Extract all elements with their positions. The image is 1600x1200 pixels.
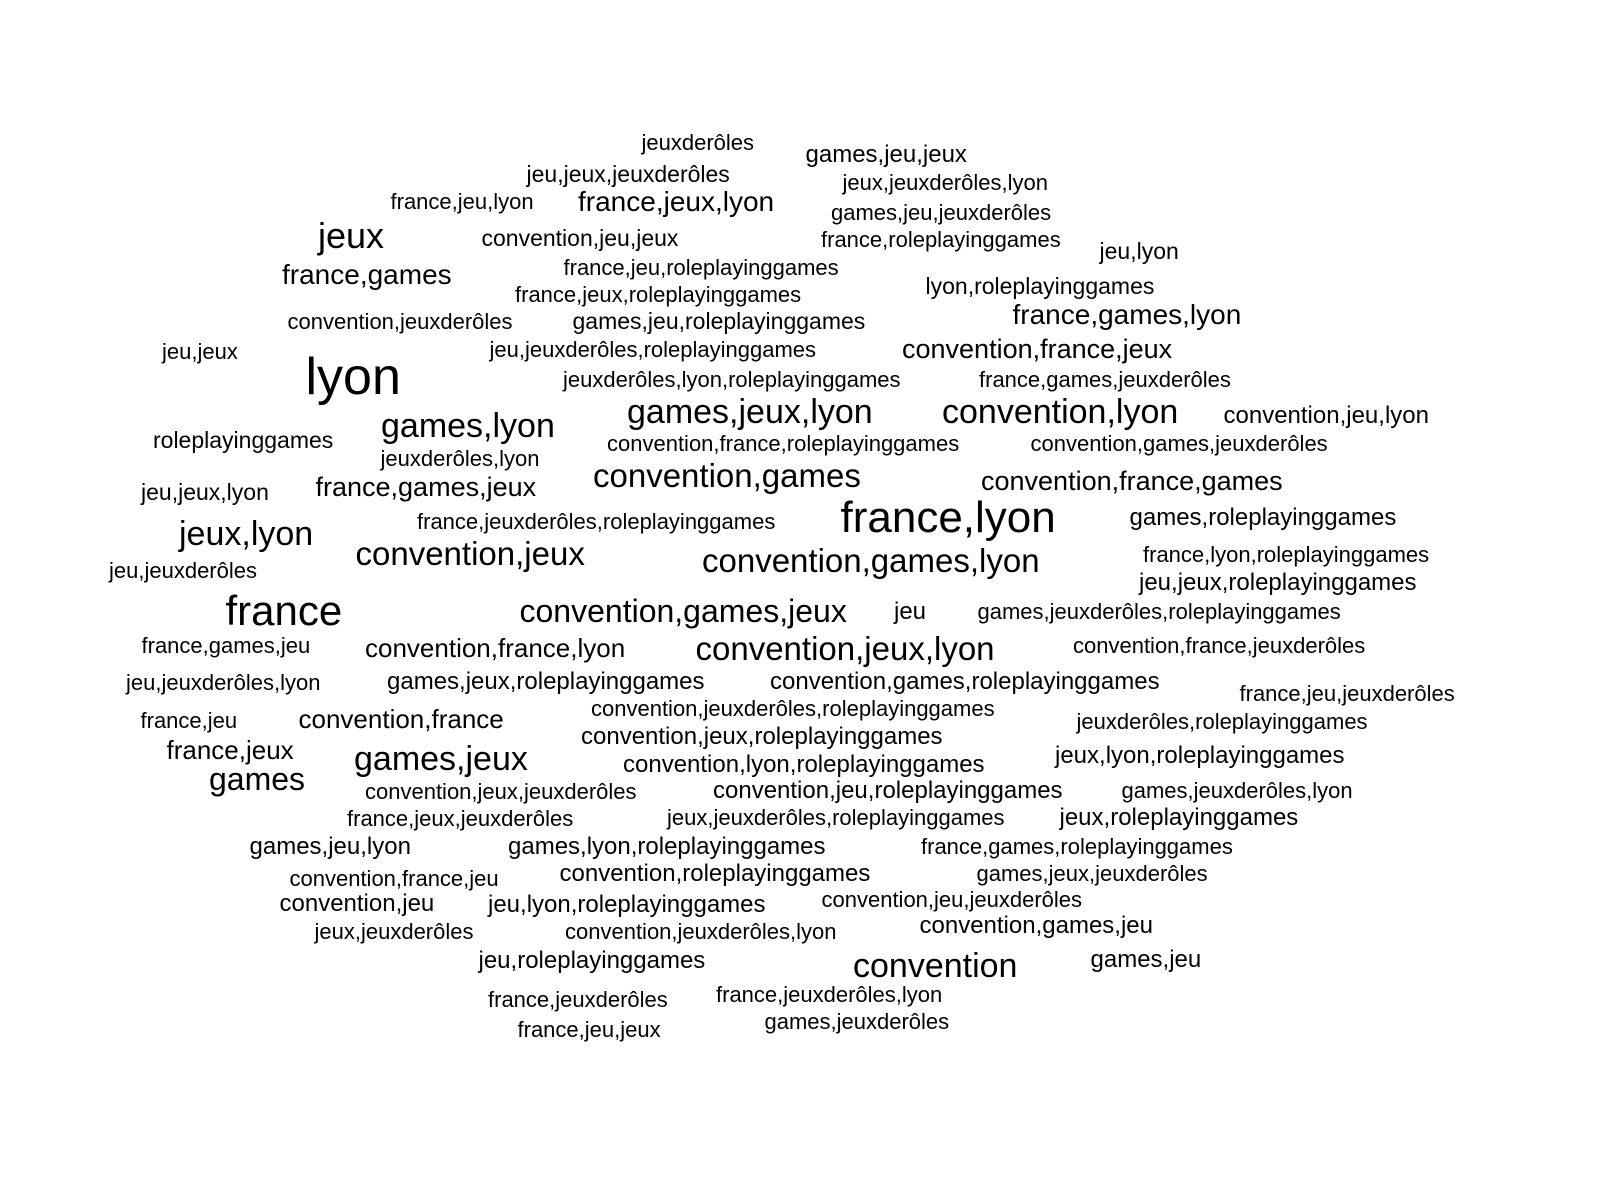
word-cloud-term: jeu,jeuxderôles,roleplayinggames [489, 337, 817, 362]
word-cloud-term: convention,jeuxderôles,lyon [565, 919, 837, 944]
word-cloud-term: jeu,jeuxderôles [109, 558, 257, 583]
word-cloud-term: convention,games,lyon [702, 541, 1040, 579]
word-cloud-term: france,jeuxderôles,lyon [716, 982, 943, 1007]
word-cloud-term: france,jeu,jeux [517, 1017, 661, 1042]
word-cloud-term: games,jeu,jeuxderôles [831, 200, 1052, 225]
word-cloud-term: convention,jeux,roleplayinggames [581, 723, 943, 750]
word-cloud-term: jeu,jeux,jeuxderôles [526, 160, 730, 187]
word-cloud-term: convention,jeux,jeuxderôles [365, 779, 637, 804]
word-cloud-term: jeux,lyon,roleplayinggames [1055, 742, 1345, 769]
word-cloud-term: games,lyon,roleplayinggames [508, 833, 826, 860]
word-cloud-term: jeuxderôles,lyon [380, 446, 540, 471]
word-cloud-term: france,roleplayinggames [821, 227, 1061, 252]
word-cloud-term: games,roleplayinggames [1129, 504, 1397, 531]
word-cloud-term: jeu,jeuxderôles,lyon [126, 670, 321, 695]
word-cloud-term: games,jeux,roleplayinggames [387, 668, 705, 695]
word-cloud-term: lyon,roleplayinggames [925, 272, 1155, 299]
word-cloud-term: convention,jeu [279, 890, 435, 917]
word-cloud-term: convention,france,lyon [365, 633, 626, 663]
word-cloud-term: games,jeux,lyon [627, 393, 873, 431]
word-cloud-term: convention,france,roleplayinggames [607, 431, 960, 456]
word-cloud-term: convention,lyon,roleplayinggames [623, 751, 985, 778]
word-cloud-term: jeux,jeuxderôles,lyon [842, 170, 1048, 195]
word-cloud-term: france,games,lyon [1012, 299, 1242, 330]
word-cloud-term: convention,jeu,jeuxderôles [821, 887, 1083, 912]
word-cloud-term: convention,jeu,roleplayinggames [713, 777, 1063, 804]
word-cloud-term: france [225, 587, 343, 634]
word-cloud-term: games,lyon [381, 407, 555, 445]
word-cloud-term: games [209, 761, 306, 797]
word-cloud-term: convention,jeuxderôles,roleplayinggames [591, 696, 995, 721]
word-cloud-term: france,games [282, 259, 452, 290]
word-cloud-term: jeux,roleplayinggames [1059, 804, 1299, 831]
word-cloud-term: convention,jeu,lyon [1223, 402, 1429, 429]
word-cloud-term: convention,games [593, 456, 861, 494]
word-cloud-term: convention,games,jeu [919, 912, 1153, 939]
word-cloud-term: france,lyon,roleplayinggames [1143, 542, 1430, 567]
word-cloud-term: games,jeux [354, 740, 528, 778]
word-cloud-term: jeuxderôles,roleplayinggames [1076, 709, 1368, 734]
word-cloud-term: convention,games,jeux [519, 593, 847, 629]
word-cloud-term: convention,jeux,lyon [695, 629, 995, 667]
word-cloud-term: jeu,roleplayinggames [478, 947, 706, 974]
word-cloud-term: france,jeu,jeuxderôles [1239, 681, 1455, 706]
word-cloud-term: jeu,jeux,lyon [141, 478, 269, 505]
word-cloud-term: france,jeu,roleplayinggames [563, 255, 839, 280]
word-cloud-term: france,jeux [166, 735, 294, 765]
word-cloud-term: convention,jeu,jeux [481, 224, 679, 251]
word-cloud-term: jeux,lyon [179, 515, 314, 553]
word-cloud-term: jeu [894, 598, 927, 625]
word-cloud-term: jeu,lyon,roleplayinggames [488, 891, 766, 918]
word-cloud-term: france,jeux,jeuxderôles [347, 806, 574, 831]
word-cloud-term: jeu,jeux,roleplayinggames [1139, 569, 1417, 596]
word-cloud-term: lyon [305, 348, 401, 406]
word-cloud-term: convention,jeux [355, 534, 585, 572]
word-cloud-term: france,jeu [140, 708, 238, 733]
word-cloud-term: france,jeuxderôles [488, 987, 668, 1012]
word-cloud-term: games,jeuxderôles,roleplayinggames [977, 599, 1341, 624]
word-cloud-term: france,games,jeuxderôles [979, 367, 1231, 392]
word-cloud-term: france,games,jeux [315, 471, 537, 502]
word-cloud-term: convention,roleplayinggames [559, 860, 871, 887]
word-cloud-term: jeuxderôles,lyon,roleplayinggames [563, 367, 901, 392]
word-cloud-term: france,lyon [840, 493, 1056, 542]
word-cloud-term: jeux [318, 215, 385, 256]
word-cloud-term: games,jeuxderôles,lyon [1121, 778, 1353, 803]
word-cloud-term: france,jeu,lyon [390, 189, 534, 214]
word-cloud-term: jeu,lyon [1099, 237, 1179, 264]
word-cloud-term: france,games,jeu [141, 633, 311, 658]
word-cloud-term: roleplayinggames [153, 426, 334, 453]
word-cloud-term: convention,france,jeu [289, 866, 499, 891]
word-cloud-term: jeu,jeux [162, 339, 238, 364]
word-cloud-term: games,jeu,lyon [249, 833, 411, 860]
word-cloud-term: convention,lyon [942, 393, 1179, 431]
word-cloud-term: france,jeuxderôles,roleplayinggames [417, 509, 776, 534]
word-cloud-term: convention,france,games [981, 465, 1283, 496]
word-cloud-term: france,jeux,roleplayinggames [515, 282, 802, 307]
word-cloud-term: games,jeuxderôles [764, 1009, 950, 1034]
word-cloud-term: convention,jeuxderôles [287, 309, 513, 334]
word-cloud-term: convention,france [298, 704, 504, 734]
word-cloud-term: jeuxderôles [641, 130, 755, 155]
word-cloud-term: convention [853, 947, 1018, 985]
word-cloud-term: games,jeux,jeuxderôles [976, 861, 1208, 886]
word-cloud-term: jeux,jeuxderôles,roleplayinggames [667, 805, 1005, 830]
word-cloud-term: jeux,jeuxderôles [314, 919, 474, 944]
word-cloud-term: convention,france,jeuxderôles [1073, 633, 1366, 658]
word-cloud-term: convention,games,jeuxderôles [1030, 431, 1328, 456]
word-cloud-term: convention,games,roleplayinggames [770, 668, 1160, 695]
word-cloud-term: france,jeux,lyon [578, 186, 775, 217]
word-cloud-term: convention,france,jeux [902, 333, 1173, 364]
word-cloud-term: games,jeu [1090, 946, 1202, 973]
word-cloud-term: games,jeu,jeux [805, 141, 967, 168]
word-cloud-term: games,jeu,roleplayinggames [572, 307, 866, 334]
word-cloud-term: france,games,roleplayinggames [921, 834, 1233, 859]
